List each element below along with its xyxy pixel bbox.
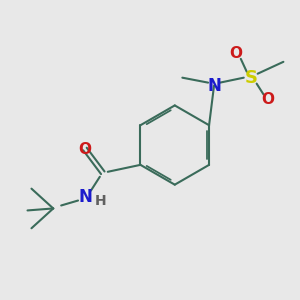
Text: S: S	[245, 69, 258, 87]
Text: O: O	[261, 92, 274, 107]
Text: O: O	[79, 142, 92, 157]
Text: H: H	[95, 194, 106, 208]
Text: N: N	[207, 76, 221, 94]
Text: N: N	[78, 188, 92, 206]
Text: O: O	[229, 46, 242, 62]
